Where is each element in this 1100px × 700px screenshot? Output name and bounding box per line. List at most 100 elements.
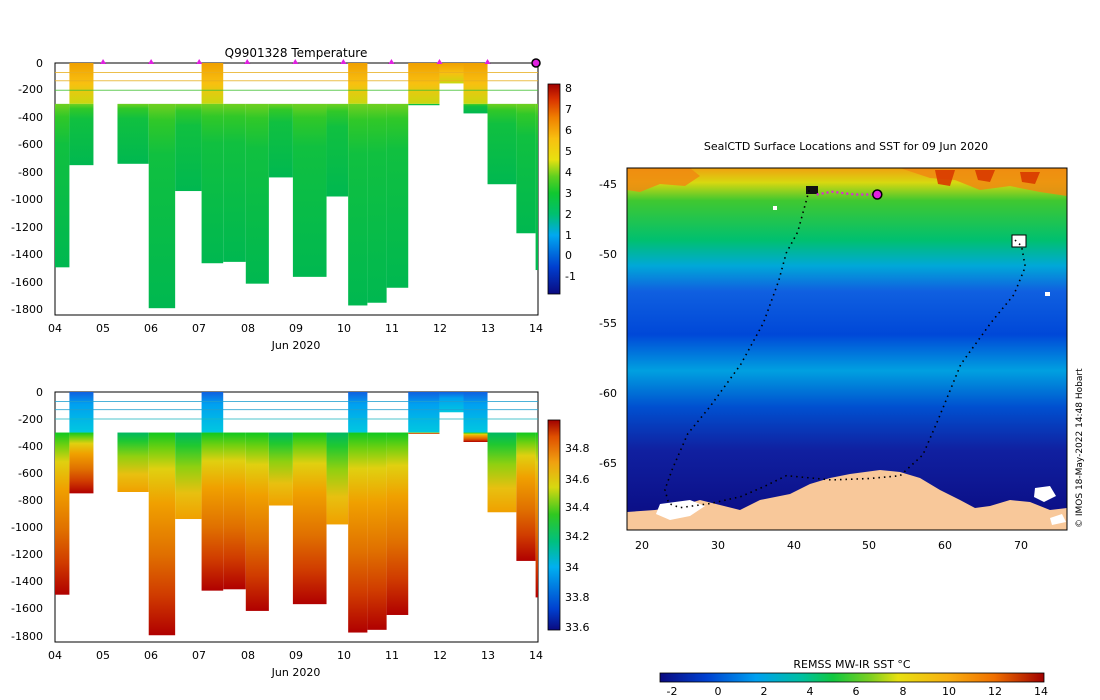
sst-cb-tick-5: 8 — [900, 685, 907, 698]
profile-marker-0 — [100, 59, 107, 64]
sal-cb-tick-6: 33.6 — [565, 621, 590, 634]
lat-tick-45: -45 — [599, 178, 617, 191]
seal-latest-position — [872, 189, 883, 200]
profile-cell-5 — [201, 103, 224, 264]
profile-cell-11 — [348, 432, 368, 633]
profile-surface-cell-15 — [439, 392, 464, 413]
sal-x-tick-4: 08 — [241, 649, 255, 662]
temp-x-tick-5: 09 — [289, 322, 303, 335]
salinity-colorbar-gradient — [547, 419, 561, 631]
island-crozet — [806, 186, 818, 194]
sal-y-tick-8: -1600 — [11, 602, 43, 615]
map-lat-axis: -45 -50 -55 -60 -65 — [599, 178, 617, 470]
temp-x-tick-3: 07 — [192, 322, 206, 335]
profile-cell-19 — [535, 103, 538, 271]
temp-y-tick-8: -1600 — [11, 276, 43, 289]
profile-marker-3 — [244, 59, 251, 64]
temperature-y-axis: 0 -200 -400 -600 -800 -1000 -1200 -1400 … — [11, 57, 43, 316]
island-kerguelen — [1011, 234, 1027, 248]
profile-cell-2 — [117, 432, 149, 492]
temp-cb-tick-5: 3 — [565, 187, 572, 200]
temp-cb-tick-0: 8 — [565, 82, 572, 95]
profile-surface-cell-5 — [201, 63, 224, 104]
temp-y-tick-6: -1200 — [11, 221, 43, 234]
profile-cell-17 — [487, 432, 517, 513]
profile-cell-7 — [245, 432, 269, 611]
temp-y-tick-4: -800 — [18, 166, 43, 179]
profile-surface-cell-11 — [348, 63, 368, 104]
profile-marker-4 — [292, 59, 299, 64]
profile-cell-0 — [55, 103, 70, 268]
sal-cb-tick-0: 34.8 — [565, 442, 590, 455]
island-heard — [1045, 292, 1050, 296]
sst-cb-tick-4: 6 — [853, 685, 860, 698]
sal-y-tick-1: -200 — [18, 413, 43, 426]
map-lon-axis: 20 30 40 50 60 70 — [635, 539, 1028, 552]
sst-cb-tick-1: 0 — [715, 685, 722, 698]
temperature-plot-area — [55, 63, 538, 309]
temp-x-label: Jun 2020 — [271, 339, 321, 352]
profile-marker-2 — [196, 59, 203, 64]
profile-surface-cell-1 — [69, 392, 94, 433]
sal-x-tick-8: 12 — [433, 649, 447, 662]
temp-cb-tick-1: 7 — [565, 103, 572, 116]
profile-cell-14 — [408, 432, 440, 434]
hot-spots — [935, 170, 1040, 186]
map-frame — [626, 167, 1068, 531]
profile-cell-10 — [326, 103, 349, 197]
profile-marker-5 — [340, 59, 347, 64]
profile-cell-0 — [55, 432, 70, 595]
salinity-plot-area — [55, 392, 538, 636]
profile-surface-cell-15 — [439, 63, 464, 84]
profile-cell-9 — [292, 432, 327, 605]
temp-x-tick-8: 12 — [433, 322, 447, 335]
temp-y-tick-2: -400 — [18, 111, 43, 124]
temp-y-tick-7: -1400 — [11, 248, 43, 261]
profile-cell-2 — [117, 103, 149, 164]
profile-cell-1 — [69, 432, 94, 494]
profile-cell-7 — [245, 103, 269, 284]
temp-cb-tick-4: 4 — [565, 166, 572, 179]
sst-cb-tick-6: 10 — [942, 685, 956, 698]
profile-cell-8 — [268, 103, 293, 178]
imos-credit: © IMOS 18-May-2022 14:48 Hobart — [1075, 368, 1085, 528]
temperature-colorbar-gradient — [547, 83, 561, 295]
profile-cell-19 — [535, 432, 538, 598]
latest-profile-marker — [531, 58, 541, 68]
temp-y-tick-0: 0 — [36, 57, 43, 70]
profile-marker-6 — [388, 59, 395, 64]
lon-tick-60: 60 — [938, 539, 952, 552]
profile-marker-1 — [148, 59, 155, 64]
sal-y-tick-3: -600 — [18, 467, 43, 480]
sal-x-label: Jun 2020 — [271, 666, 321, 679]
profile-marker-8 — [484, 59, 491, 64]
warm-patch-top-left — [627, 168, 700, 192]
lon-tick-50: 50 — [862, 539, 876, 552]
sal-x-tick-9: 13 — [481, 649, 495, 662]
profile-cell-8 — [268, 432, 293, 506]
profile-cell-4 — [175, 103, 202, 192]
profile-surface-cell-5 — [201, 392, 224, 433]
salinity-colorbar: 34.8 34.6 34.4 34.2 34 33.8 33.6 — [547, 419, 590, 634]
profile-cell-13 — [386, 103, 409, 288]
temp-y-tick-3: -600 — [18, 138, 43, 151]
profile-cell-3 — [148, 103, 176, 309]
sal-y-tick-7: -1400 — [11, 575, 43, 588]
island-markers — [773, 186, 1050, 296]
profile-cell-10 — [326, 432, 349, 525]
sal-x-tick-2: 06 — [144, 649, 158, 662]
lon-tick-20: 20 — [635, 539, 649, 552]
temperature-chart-title: Q9901328 Temperature — [225, 46, 368, 60]
seal-track — [664, 190, 1027, 509]
sal-cb-tick-3: 34.2 — [565, 530, 590, 543]
profile-surface-cell-1 — [69, 63, 94, 104]
profile-cell-4 — [175, 432, 202, 520]
profile-cell-14 — [408, 103, 440, 106]
sst-field — [627, 168, 1067, 530]
profile-surface-cell-11 — [348, 392, 368, 433]
temp-y-tick-5: -1000 — [11, 193, 43, 206]
temp-x-tick-1: 05 — [96, 322, 110, 335]
temp-cb-tick-7: 1 — [565, 229, 572, 242]
sal-x-tick-1: 05 — [96, 649, 110, 662]
